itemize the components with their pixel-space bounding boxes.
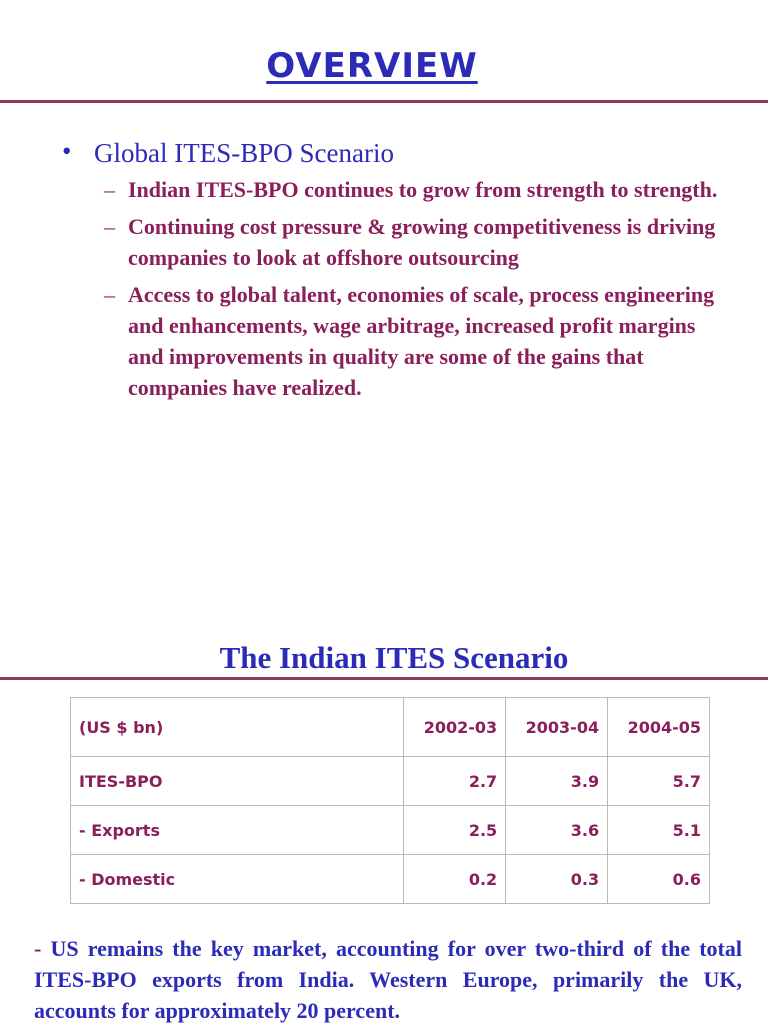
- table-cell: ITES-BPO: [69, 756, 405, 806]
- footer-paragraph: - US remains the key market, accounting …: [34, 933, 742, 1026]
- table-row: - Exports 2.5 3.6 5.1: [69, 805, 710, 855]
- bullet-text: Global ITES-BPO Scenario: [94, 138, 394, 168]
- table-cell: 5.1: [607, 805, 710, 855]
- sub-bullet-text: Indian ITES-BPO continues to grow from s…: [128, 177, 718, 202]
- sub-bullet-text: Access to global talent, economies of sc…: [128, 282, 715, 400]
- section-title: The Indian ITES Scenario: [219, 640, 569, 675]
- table-header-row: (US $ bn) 2002-03 2003-04 2004-05: [69, 697, 710, 757]
- table-cell: 3.9: [505, 756, 609, 806]
- sub-bullet-item: – Continuing cost pressure & growing com…: [104, 211, 724, 273]
- bullet-icon: •: [62, 136, 72, 166]
- table-cell: 0.2: [403, 854, 507, 904]
- dash-icon: -: [34, 936, 42, 961]
- section-divider: [0, 677, 768, 680]
- table-cell: 0.6: [607, 854, 710, 904]
- ites-data-table: (US $ bn) 2002-03 2003-04 2004-05 ITES-B…: [69, 697, 710, 904]
- table-cell: - Domestic: [69, 854, 405, 904]
- sub-bullet-list: – Indian ITES-BPO continues to grow from…: [104, 174, 724, 409]
- table-row: ITES-BPO 2.7 3.9 5.7: [69, 756, 710, 806]
- sub-bullet-text: Continuing cost pressure & growing compe…: [128, 214, 716, 270]
- title-divider: [0, 100, 768, 103]
- table-header-cell: 2004-05: [607, 697, 710, 757]
- dash-icon: –: [104, 177, 115, 202]
- table-row: - Domestic 0.2 0.3 0.6: [69, 854, 710, 904]
- table-cell: 0.3: [505, 854, 609, 904]
- page-title: OVERVIEW: [266, 46, 478, 86]
- footer-text: US remains the key market, accounting fo…: [34, 936, 742, 1023]
- table-cell: - Exports: [69, 805, 405, 855]
- dash-icon: –: [104, 282, 115, 307]
- table-cell: 2.7: [403, 756, 507, 806]
- table-header-cell: 2002-03: [403, 697, 507, 757]
- table-cell: 3.6: [505, 805, 609, 855]
- table-header-cell: 2003-04: [505, 697, 609, 757]
- table-cell: 5.7: [607, 756, 710, 806]
- table-header-cell: (US $ bn): [69, 697, 405, 757]
- table-cell: 2.5: [403, 805, 507, 855]
- dash-icon: –: [104, 214, 115, 239]
- sub-bullet-item: – Indian ITES-BPO continues to grow from…: [104, 174, 724, 205]
- sub-bullet-item: – Access to global talent, economies of …: [104, 279, 724, 403]
